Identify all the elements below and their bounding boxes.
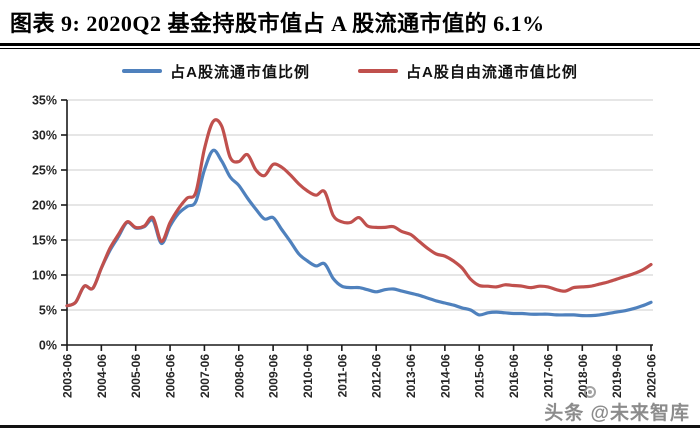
- x-tick-label: 2020-06: [645, 354, 659, 398]
- x-tick-label: 2010-06: [301, 354, 315, 398]
- watermark-logo-icon: [584, 386, 597, 398]
- x-tick-label: 2016-06: [507, 354, 521, 398]
- legend-line-red-swatch: [358, 69, 398, 73]
- x-tick-label: 2017-06: [541, 354, 555, 398]
- x-tick-label: 2011-06: [335, 354, 349, 398]
- x-tick-label: 2006-06: [164, 354, 178, 398]
- legend-item-free-float: 占A股自由流通市值比例: [358, 61, 578, 82]
- y-tick-label: 15%: [32, 234, 57, 248]
- y-tick-label: 35%: [32, 94, 57, 108]
- title-rule-thin: [0, 48, 700, 49]
- watermark-text: 头条 @未来智库: [544, 403, 690, 424]
- x-tick-label: 2014-06: [438, 354, 452, 398]
- watermark: 头条 @未来智库: [544, 386, 690, 425]
- x-tick-label: 2012-06: [370, 354, 384, 398]
- series-line-free-float-red: [65, 118, 653, 308]
- y-tick-label: 30%: [32, 129, 57, 143]
- x-tick-label: 2009-06: [267, 354, 281, 398]
- y-tick-label: 10%: [32, 269, 57, 283]
- y-tick-label: 5%: [39, 304, 57, 318]
- legend-label-circulating: 占A股流通市值比例: [170, 63, 310, 81]
- x-tick-label: 2019-06: [610, 354, 624, 398]
- bottom-rule: [0, 425, 700, 428]
- y-tick-label: 20%: [32, 199, 57, 213]
- x-tick-label: 2005-06: [129, 354, 143, 398]
- y-tick-label: 25%: [32, 164, 57, 178]
- y-tick-label: 0%: [39, 339, 57, 353]
- figure-title: 图表 9: 2020Q2 基金持股市值占 A 股流通市值的 6.1%: [10, 11, 545, 36]
- legend-label-free-float: 占A股自由流通市值比例: [406, 63, 578, 81]
- legend-item-circulating: 占A股流通市值比例: [122, 61, 310, 82]
- title-bar: 图表 9: 2020Q2 基金持股市值占 A 股流通市值的 6.1%: [0, 0, 700, 49]
- x-tick-label: 2015-06: [473, 354, 487, 398]
- x-tick-label: 2008-06: [232, 354, 246, 398]
- x-tick-label: 2007-06: [198, 354, 212, 398]
- x-tick-label: 2004-06: [95, 354, 109, 398]
- legend-line-blue-swatch: [122, 69, 163, 73]
- chart-legend: 占A股流通市值比例 占A股自由流通市值比例: [0, 58, 700, 84]
- x-tick-label: 2013-06: [404, 354, 418, 398]
- x-tick-label: 2003-06: [61, 354, 75, 398]
- title-rule-thick: [0, 43, 700, 46]
